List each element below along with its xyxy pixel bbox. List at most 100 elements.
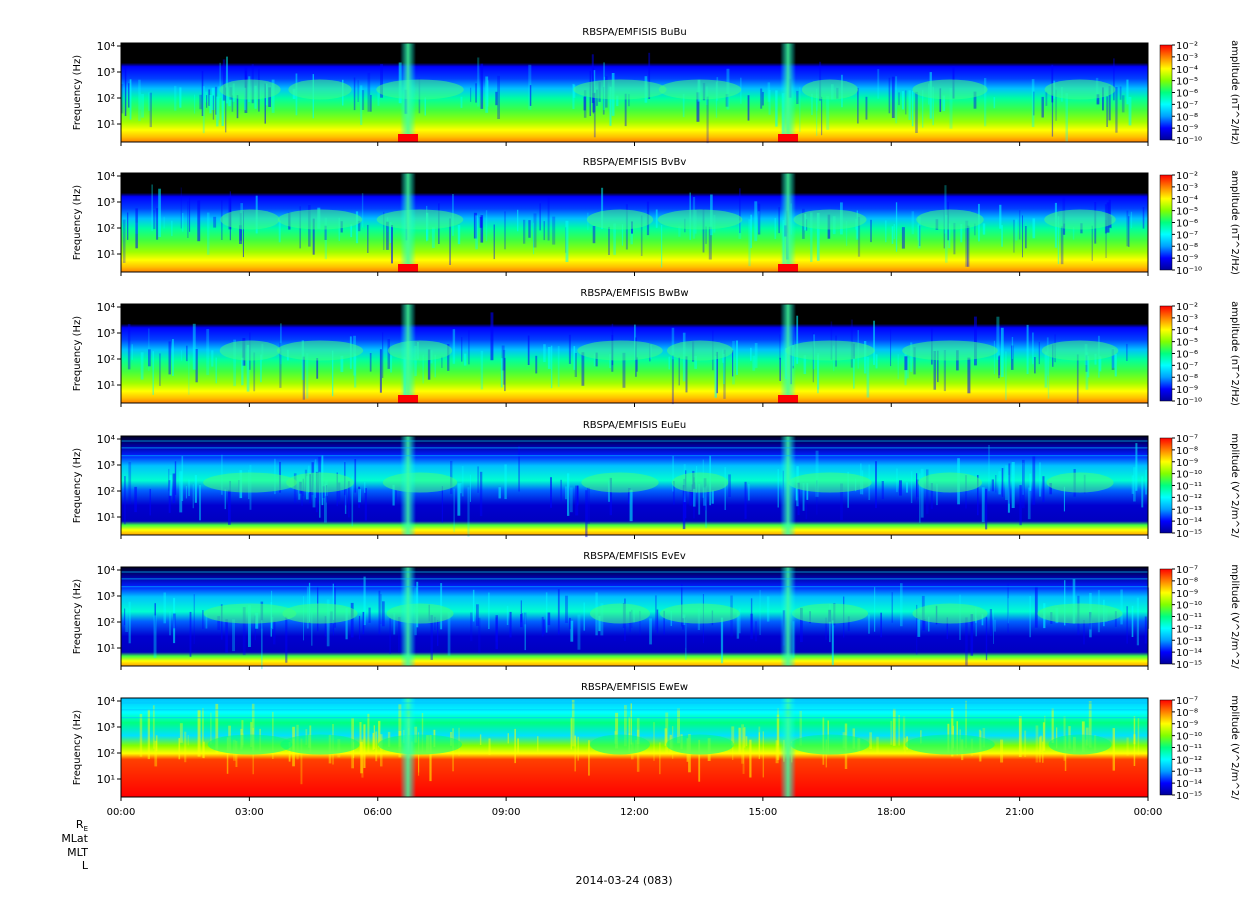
- spectrogram-streak: [901, 91, 904, 110]
- emission-band: [276, 340, 364, 361]
- y-tick-label: 10⁴: [97, 433, 116, 446]
- spectrogram-streak: [757, 203, 761, 235]
- spectrogram-streak: [182, 213, 184, 232]
- spectrogram-streak: [621, 224, 624, 246]
- colorbar-tick-label: 10⁻¹⁵: [1176, 791, 1202, 802]
- spectrogram-streak: [741, 724, 744, 764]
- spectrogram-streak: [748, 219, 751, 267]
- spectrogram-streak: [344, 475, 347, 514]
- spectrogram-streak: [973, 91, 977, 109]
- y-tick-label: 10¹: [97, 248, 115, 261]
- spectrogram-streak: [993, 609, 994, 644]
- spectrogram-streak: [202, 610, 204, 629]
- spectrogram-streak: [630, 223, 633, 245]
- y-tick-label: 10²: [97, 485, 115, 498]
- colorbar-label: amplitude (nT^2/Hz): [1229, 170, 1240, 275]
- colorbar-tick-label: 10⁻⁵: [1176, 338, 1198, 349]
- spectrogram-streak: [206, 329, 210, 376]
- colorbar-tick-label: 10⁻¹²: [1176, 755, 1202, 766]
- spectrogram-streak: [796, 90, 799, 104]
- spectrogram-streak: [1033, 91, 1035, 116]
- spectrogram-streak: [985, 488, 988, 530]
- spectrogram-streak: [487, 80, 489, 107]
- spectrogram-streak: [1041, 96, 1044, 118]
- spectrogram-streak: [892, 708, 896, 746]
- spectrogram-streak: [543, 344, 546, 362]
- spectrogram-streak: [398, 617, 401, 653]
- spectrogram-streak: [875, 461, 877, 508]
- spectrogram-streak: [673, 480, 675, 505]
- spectrogram-streak: [881, 481, 884, 500]
- spectrogram-streak: [1076, 354, 1079, 404]
- spectrogram-streak: [348, 481, 350, 518]
- spectrogram-streak: [970, 614, 974, 656]
- spectrogram-streak: [774, 218, 777, 239]
- y-tick-label: 10²: [97, 616, 115, 629]
- spectrogram-streak: [1029, 596, 1031, 638]
- spectrogram-streak: [1112, 728, 1115, 771]
- spectrogram-streak: [324, 217, 327, 260]
- spectrogram-streak: [922, 619, 926, 631]
- spectrogram-streak: [628, 488, 631, 504]
- spectrogram-streak: [475, 215, 478, 250]
- spectrogram-streak: [246, 345, 250, 392]
- spectrogram-streak: [477, 57, 480, 107]
- colorbar-tick-label: 10⁻⁷: [1176, 696, 1198, 707]
- spectrogram-streak: [452, 329, 456, 364]
- spectrogram-streak: [479, 216, 483, 228]
- spectrogram-streak: [228, 489, 231, 525]
- y-tick-label: 10⁴: [97, 564, 116, 577]
- spectrogram-streak: [506, 605, 509, 625]
- spectrogram-streak: [431, 227, 435, 248]
- spectrogram-streak: [731, 726, 735, 746]
- spectrogram-streak: [134, 486, 137, 513]
- spectrogram-streak: [188, 479, 190, 496]
- spectrogram-streak: [131, 344, 133, 360]
- spectrogram-streak: [570, 717, 572, 750]
- colorbar-label: mplitude (V^2/m^2/: [1229, 433, 1240, 538]
- spectrogram-streak: [910, 471, 913, 504]
- spectrogram-streak: [545, 592, 548, 633]
- spectrogram-streak: [705, 226, 707, 244]
- date-label: 2014-03-24 (083): [575, 874, 673, 887]
- spectrogram-streak: [916, 479, 919, 498]
- y-tick-label: 10¹: [97, 773, 115, 786]
- emission-band: [788, 472, 872, 493]
- spectrogram-streak: [920, 730, 922, 744]
- spectrogram-streak: [739, 188, 741, 234]
- spectrogram-streak: [368, 607, 371, 623]
- spectrogram-streak: [207, 212, 210, 255]
- emission-band: [286, 472, 354, 493]
- spectrogram-streak: [527, 335, 530, 365]
- spectrogram-streak: [568, 334, 571, 364]
- ephemeris-label-mlt: MLT: [67, 846, 88, 859]
- spectrogram-streak: [1038, 341, 1040, 365]
- colorbar-tick-label: 10⁻¹³: [1176, 767, 1202, 778]
- spectrogram-streak: [461, 337, 463, 362]
- spectrogram-streak: [208, 89, 211, 106]
- spectrogram-streak: [298, 489, 301, 500]
- spectrogram-streak: [224, 489, 226, 510]
- colorbar-tick-label: 10⁻⁷: [1176, 565, 1198, 576]
- spectrogram-streak: [543, 619, 545, 635]
- spectrogram-streak: [203, 741, 205, 759]
- spectrogram-streak: [382, 601, 385, 627]
- spectrogram-streak: [949, 88, 953, 129]
- spectrogram-streak: [754, 201, 758, 242]
- spectrogram-streak: [965, 617, 968, 666]
- colorbar-tick-label: 10⁻⁶: [1176, 89, 1198, 100]
- y-axis-label: Frequency (Hz): [72, 185, 83, 261]
- spectrogram-streak: [168, 341, 171, 375]
- spectrogram-streak: [1008, 463, 1011, 504]
- spectrogram-streak: [271, 617, 274, 630]
- spectrogram-streak: [357, 220, 361, 232]
- spectrogram-streak: [121, 83, 124, 114]
- spectrogram-streak: [1001, 225, 1003, 247]
- panel-title: RBSPA/EMFISIS EuEu: [583, 420, 686, 431]
- spectrogram-streak: [1025, 226, 1027, 249]
- spectrogram-streak: [306, 353, 309, 399]
- spectrogram-streak: [942, 95, 946, 111]
- spectrogram-streak: [571, 699, 575, 747]
- spectrogram-streak: [974, 223, 976, 236]
- spectrogram-streak: [691, 484, 694, 504]
